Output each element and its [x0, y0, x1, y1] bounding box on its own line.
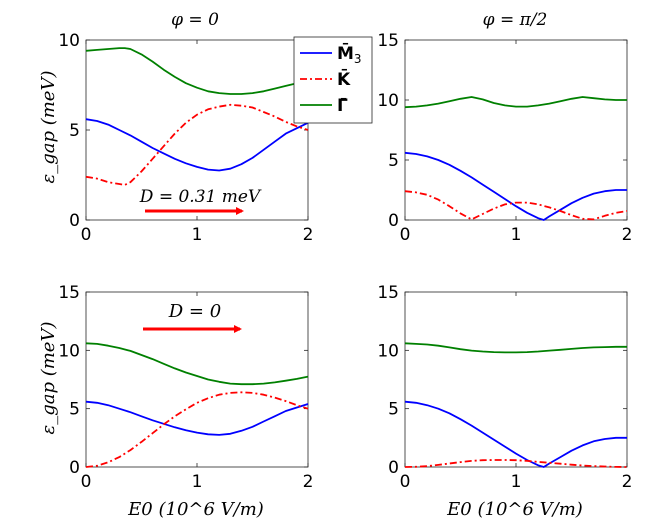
- y-tick-label: 0: [69, 211, 80, 231]
- legend-box: [293, 36, 373, 124]
- series-line-gamma: [404, 96, 627, 109]
- series-line-m3: [85, 118, 309, 172]
- panel-1-annotation: D = 0.31 meV: [139, 187, 262, 207]
- y-tick-label: 10: [58, 341, 80, 361]
- x-tick-label: 0: [400, 225, 411, 245]
- panel-1-title: φ = 0: [171, 10, 219, 30]
- y-tick-label: 5: [388, 400, 399, 420]
- panel-3-annotation: D = 0: [168, 301, 221, 322]
- y-tick-label: 0: [388, 211, 399, 231]
- series-line-gamma: [85, 342, 309, 386]
- panel-1-ylabel: ε_gap (meV): [38, 71, 59, 184]
- panel-4: 0 1 2 0 5 10 15: [377, 283, 632, 492]
- x-tick-label: 1: [192, 225, 203, 245]
- series-line-m3: [404, 151, 627, 221]
- series-line-m3: [85, 400, 309, 436]
- series-line-k: [404, 459, 628, 468]
- series-line-k: [85, 391, 309, 468]
- x-tick-label: 0: [81, 225, 92, 245]
- legend-label: K̄: [337, 68, 351, 90]
- y-tick-label: 15: [58, 283, 80, 303]
- series-line-m3: [404, 400, 627, 468]
- panel-3-xlabel: E0 (10^6 V/m): [127, 499, 264, 520]
- y-tick-label: 5: [69, 400, 80, 420]
- y-tick-label: 15: [377, 31, 399, 51]
- panel-3-ylabel: ε_gap (meV): [38, 322, 59, 435]
- y-tick-label: 10: [377, 91, 399, 111]
- panel-3: 0 1 2 0 5 10 15: [58, 283, 313, 492]
- x-tick-label: 0: [400, 472, 411, 492]
- legend-label: Γ̄: [337, 96, 348, 116]
- x-tick-label: 2: [622, 472, 633, 492]
- legend-label-subscript: 3: [354, 52, 362, 66]
- y-tick-label: 10: [58, 31, 80, 51]
- y-tick-label: 0: [388, 458, 399, 478]
- y-tick-label: 15: [377, 283, 399, 303]
- x-tick-label: 2: [303, 472, 314, 492]
- y-tick-label: 10: [377, 341, 399, 361]
- series-line-gamma: [85, 47, 309, 95]
- series-line-k: [404, 190, 628, 221]
- x-tick-label: 1: [192, 472, 203, 492]
- series-line-gamma: [404, 342, 627, 354]
- y-tick-label: 5: [69, 121, 80, 141]
- panel-2-title: φ = π/2: [483, 10, 548, 30]
- x-tick-label: 2: [622, 225, 633, 245]
- x-tick-label: 1: [511, 472, 522, 492]
- y-tick-label: 5: [388, 151, 399, 171]
- panel-4-xlabel: E0 (10^6 V/m): [446, 499, 583, 520]
- series-line-k: [85, 103, 309, 186]
- y-tick-label: 0: [69, 458, 80, 478]
- x-tick-label: 2: [303, 225, 314, 245]
- panel-1: 0 1 2 0 5 10: [58, 31, 313, 245]
- x-tick-label: 1: [511, 225, 522, 245]
- panel-2: 0 1 2 0 5 10 15: [377, 31, 632, 245]
- x-tick-label: 0: [81, 472, 92, 492]
